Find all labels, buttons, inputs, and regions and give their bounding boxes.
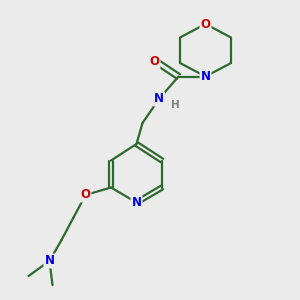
- Text: O: O: [149, 55, 160, 68]
- Text: O: O: [200, 17, 211, 31]
- Text: H: H: [171, 100, 180, 110]
- Text: N: N: [44, 254, 55, 268]
- Text: N: N: [131, 196, 142, 209]
- Text: N: N: [200, 70, 211, 83]
- Text: O: O: [80, 188, 91, 202]
- Text: N: N: [154, 92, 164, 106]
